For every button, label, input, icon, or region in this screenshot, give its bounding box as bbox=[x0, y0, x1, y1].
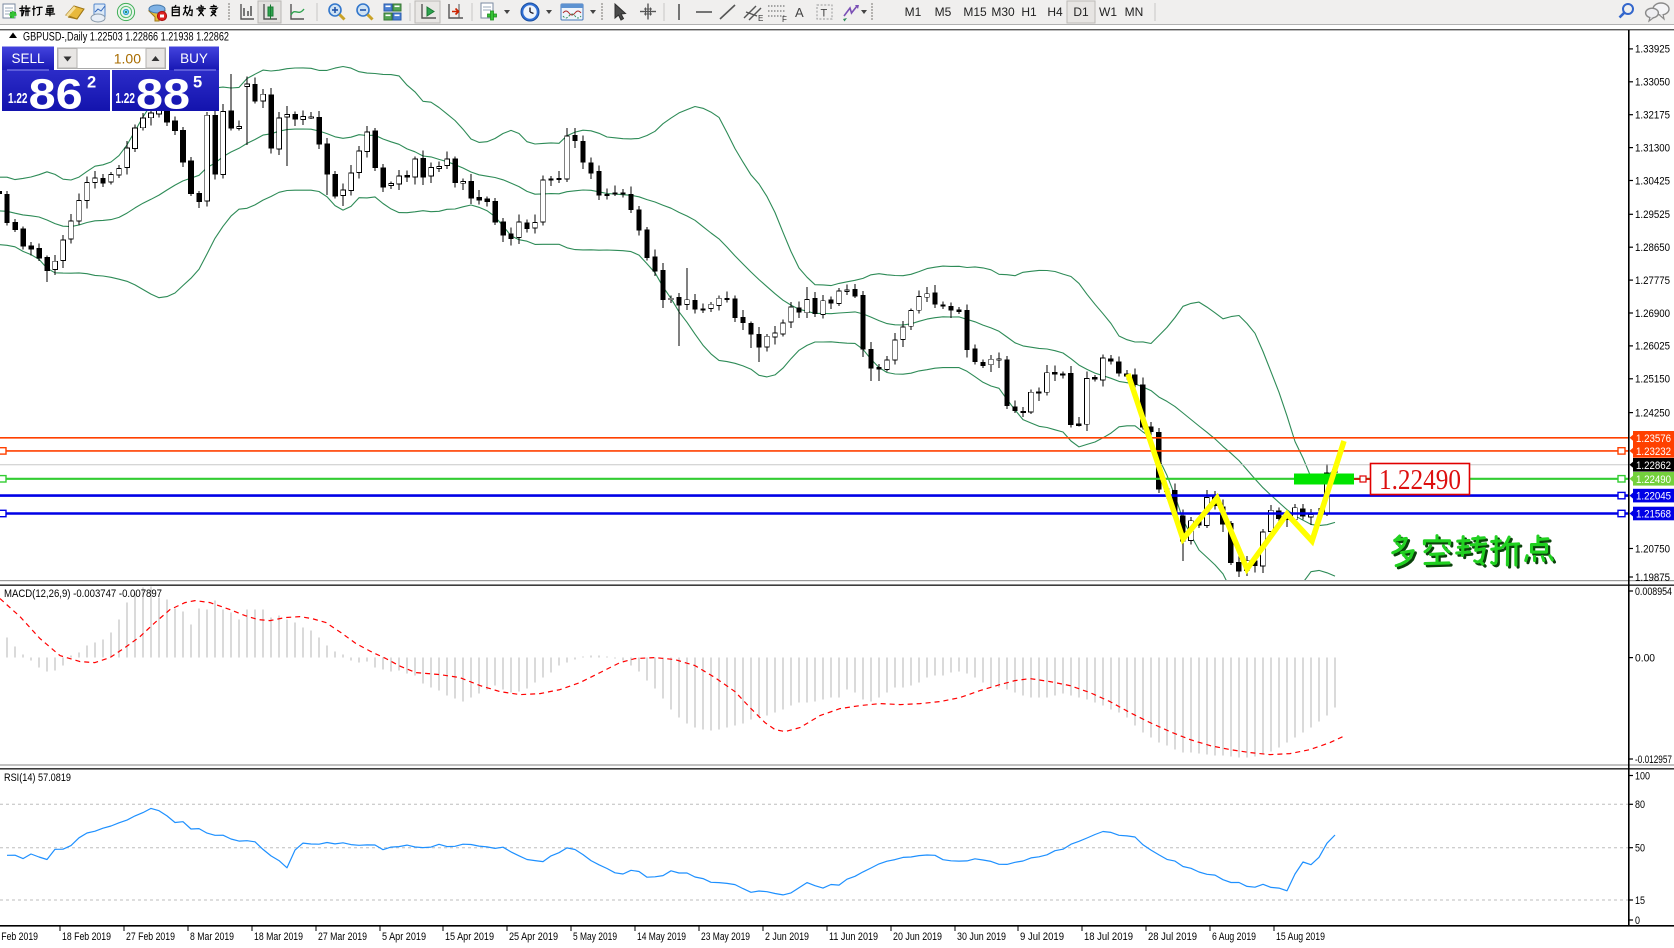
svg-text:T: T bbox=[821, 8, 828, 20]
svg-text:1.27775: 1.27775 bbox=[1635, 275, 1670, 287]
svg-text:1.33050: 1.33050 bbox=[1635, 77, 1670, 89]
svg-text:M15: M15 bbox=[963, 5, 987, 19]
svg-text:1.22: 1.22 bbox=[8, 90, 28, 107]
svg-text:1.26025: 1.26025 bbox=[1635, 341, 1670, 353]
svg-text:H1: H1 bbox=[1021, 5, 1037, 19]
svg-text:W1: W1 bbox=[1099, 5, 1117, 19]
svg-text:H4: H4 bbox=[1047, 5, 1063, 19]
svg-text:1.20750: 1.20750 bbox=[1635, 543, 1670, 555]
svg-text:-0.012957: -0.012957 bbox=[1635, 754, 1672, 766]
svg-text:F: F bbox=[782, 15, 787, 24]
svg-text:86: 86 bbox=[29, 71, 83, 119]
svg-text:1.22045: 1.22045 bbox=[1636, 491, 1671, 503]
svg-text:1.28650: 1.28650 bbox=[1635, 242, 1670, 254]
svg-text:5 Apr 2019: 5 Apr 2019 bbox=[382, 931, 426, 943]
svg-text:18 Jul 2019: 18 Jul 2019 bbox=[1084, 931, 1133, 943]
svg-text:1.24250: 1.24250 bbox=[1635, 407, 1670, 419]
svg-text:0.008954: 0.008954 bbox=[1635, 586, 1672, 598]
svg-text:1.32175: 1.32175 bbox=[1635, 110, 1670, 122]
svg-text:8 Mar 2019: 8 Mar 2019 bbox=[190, 931, 234, 943]
svg-text:18 Mar 2019: 18 Mar 2019 bbox=[254, 931, 303, 943]
svg-text:BUY: BUY bbox=[180, 51, 208, 66]
svg-text:SELL: SELL bbox=[11, 51, 45, 66]
svg-text:80: 80 bbox=[1635, 799, 1645, 811]
svg-text:8 Feb 2019: 8 Feb 2019 bbox=[0, 931, 38, 943]
svg-text:15 Apr 2019: 15 Apr 2019 bbox=[445, 931, 494, 943]
svg-text:30 Jun 2019: 30 Jun 2019 bbox=[957, 931, 1006, 943]
svg-text:D1: D1 bbox=[1073, 5, 1089, 19]
svg-text:M30: M30 bbox=[991, 5, 1015, 19]
svg-text:9 Jul 2019: 9 Jul 2019 bbox=[1020, 931, 1064, 943]
svg-text:23 May 2019: 23 May 2019 bbox=[701, 931, 750, 943]
svg-text:1.29525: 1.29525 bbox=[1635, 209, 1670, 221]
svg-text:5: 5 bbox=[193, 74, 202, 92]
svg-text:0: 0 bbox=[1635, 915, 1640, 927]
svg-text:28 Jul 2019: 28 Jul 2019 bbox=[1148, 931, 1197, 943]
svg-text:15 Aug 2019: 15 Aug 2019 bbox=[1276, 931, 1325, 943]
svg-text:27 Mar 2019: 27 Mar 2019 bbox=[318, 931, 367, 943]
svg-text:1.23576: 1.23576 bbox=[1636, 433, 1671, 445]
svg-text:20 Jun 2019: 20 Jun 2019 bbox=[893, 931, 942, 943]
svg-text:M1: M1 bbox=[905, 5, 922, 19]
svg-text:1.26900: 1.26900 bbox=[1635, 308, 1670, 320]
svg-text:50: 50 bbox=[1635, 843, 1645, 855]
svg-text:MN: MN bbox=[1125, 5, 1144, 19]
svg-text:100: 100 bbox=[1635, 770, 1650, 782]
svg-text:1.30425: 1.30425 bbox=[1635, 175, 1670, 187]
svg-text:1.00: 1.00 bbox=[114, 51, 141, 67]
svg-text:1.33925: 1.33925 bbox=[1635, 44, 1670, 56]
svg-text:6 Aug 2019: 6 Aug 2019 bbox=[1212, 931, 1256, 943]
svg-text:15: 15 bbox=[1635, 895, 1645, 907]
svg-text:25 Apr 2019: 25 Apr 2019 bbox=[509, 931, 558, 943]
svg-text:0.00: 0.00 bbox=[1635, 652, 1655, 664]
svg-text:1.21568: 1.21568 bbox=[1636, 509, 1671, 521]
svg-text:18 Feb 2019: 18 Feb 2019 bbox=[62, 931, 111, 943]
svg-text:27 Feb 2019: 27 Feb 2019 bbox=[126, 931, 175, 943]
svg-text:5 May 2019: 5 May 2019 bbox=[573, 931, 617, 943]
svg-text:88: 88 bbox=[136, 71, 190, 119]
svg-text:1.23232: 1.23232 bbox=[1636, 446, 1671, 458]
svg-text:MACD(12,26,9) -0.003747 -0.007: MACD(12,26,9) -0.003747 -0.007897 bbox=[4, 588, 162, 600]
svg-text:1.22: 1.22 bbox=[115, 90, 134, 107]
svg-text:1.22862: 1.22862 bbox=[1636, 460, 1671, 472]
svg-text:1.22490: 1.22490 bbox=[1636, 474, 1671, 486]
svg-text:E: E bbox=[758, 14, 763, 23]
svg-text:2 Jun 2019: 2 Jun 2019 bbox=[765, 931, 809, 943]
svg-text:A: A bbox=[795, 5, 804, 20]
svg-text:1.25150: 1.25150 bbox=[1635, 374, 1670, 386]
svg-text:14 May 2019: 14 May 2019 bbox=[637, 931, 686, 943]
svg-text:11 Jun 2019: 11 Jun 2019 bbox=[829, 931, 878, 943]
svg-text:GBPUSD-,Daily 1.22503 1.22866: GBPUSD-,Daily 1.22503 1.22866 1.21938 1.… bbox=[23, 30, 229, 44]
svg-text:M5: M5 bbox=[935, 5, 952, 19]
svg-text:2: 2 bbox=[87, 74, 96, 92]
svg-text:RSI(14) 57.0819: RSI(14) 57.0819 bbox=[4, 772, 71, 784]
svg-text:1.19875: 1.19875 bbox=[1635, 572, 1670, 584]
svg-text:1.31300: 1.31300 bbox=[1635, 142, 1670, 154]
svg-text:1.22490: 1.22490 bbox=[1379, 464, 1461, 496]
